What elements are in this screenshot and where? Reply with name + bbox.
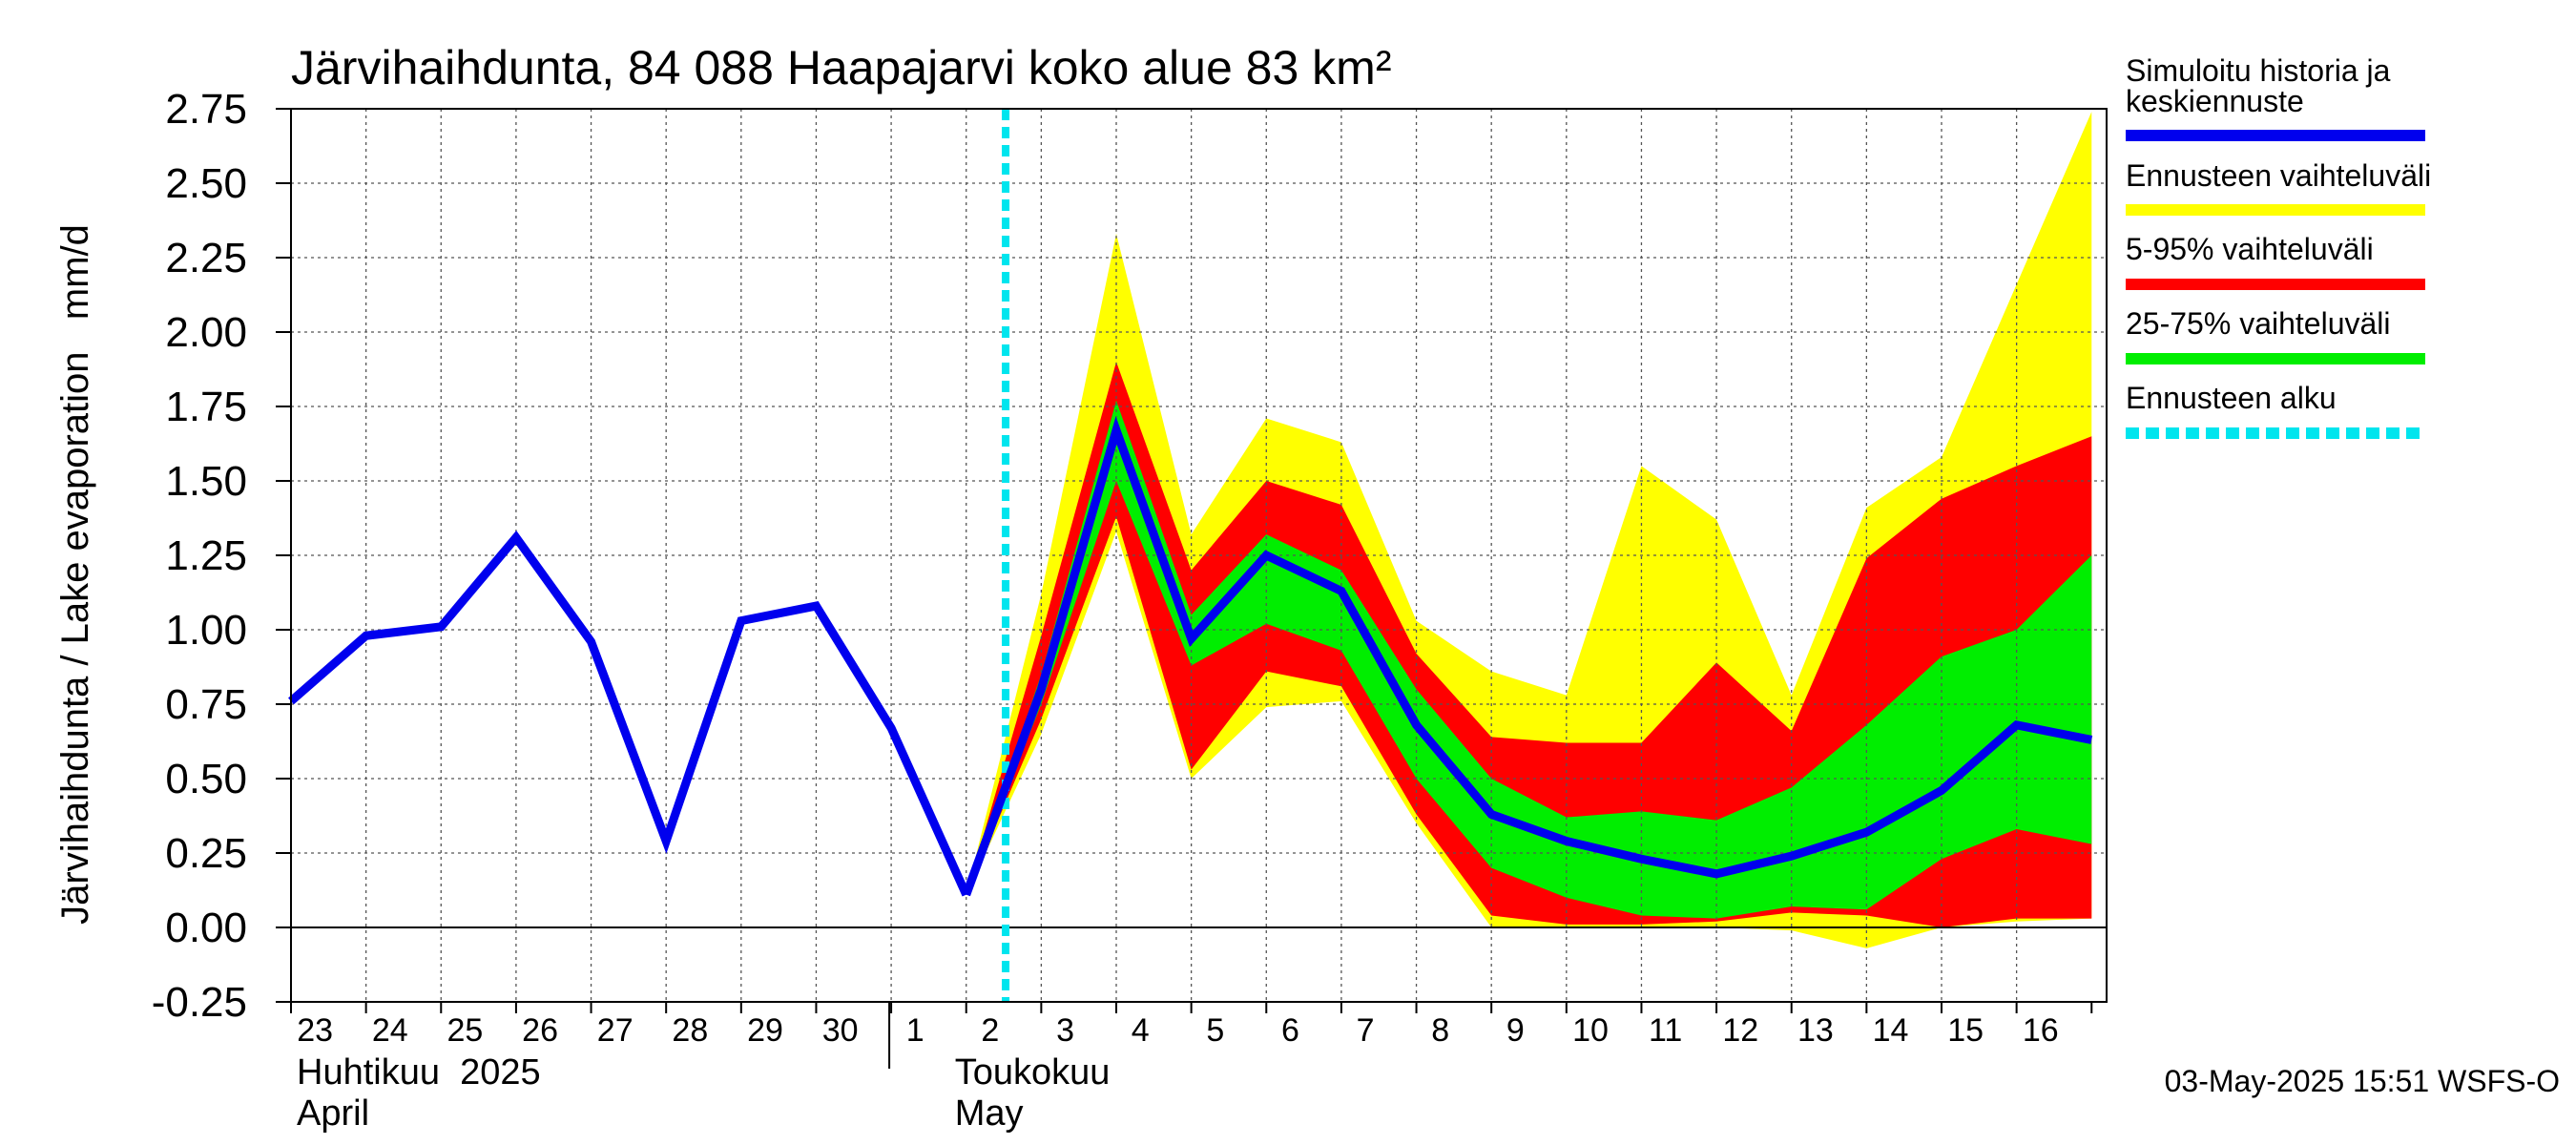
y-tick-label: 1.50: [165, 458, 247, 505]
band-25-75: [966, 400, 2092, 919]
y-tick-label: 2.75: [165, 86, 247, 133]
x-tick-label: 9: [1506, 1012, 1525, 1049]
month-label-en: May: [955, 1093, 1024, 1134]
x-tick-label: 24: [372, 1012, 408, 1049]
y-tick-label: 2.50: [165, 160, 247, 207]
y-tick-label: -0.25: [152, 979, 247, 1026]
x-tick-label: 16: [2023, 1012, 2059, 1049]
y-tick-label: 0.00: [165, 905, 247, 951]
history-line: [288, 530, 970, 897]
x-tick-label: 5: [1206, 1012, 1224, 1049]
legend-label: 25-75% vaihteluväli: [2126, 306, 2391, 341]
timestamp: 03-May-2025 15:51 WSFS-O: [2165, 1064, 2560, 1098]
x-tick-label: 8: [1431, 1012, 1449, 1049]
x-tick-label: 3: [1056, 1012, 1074, 1049]
x-tick-label: 13: [1797, 1012, 1834, 1049]
y-tick-label: 0.75: [165, 681, 247, 728]
legend-label: keskiennuste: [2126, 84, 2304, 118]
month-label-fi: Huhtikuu 2025: [297, 1052, 541, 1093]
x-tick-label: 30: [822, 1012, 859, 1049]
y-axis-label: Järvihaihdunta / Lake evaporation mm/d: [54, 224, 96, 925]
legend-label: Ennusteen vaihteluväli: [2126, 158, 2431, 193]
x-tick-label: 12: [1722, 1012, 1758, 1049]
y-tick-label: 2.25: [165, 235, 247, 281]
forecast-bands: [966, 112, 2092, 948]
x-tick-label: 10: [1572, 1012, 1609, 1049]
x-tick-label: 25: [447, 1012, 484, 1049]
x-tick-label: 4: [1132, 1012, 1150, 1049]
legend-label: Ennusteen alku: [2126, 381, 2337, 415]
x-tick-label: 2: [981, 1012, 999, 1049]
x-tick-label: 1: [906, 1012, 924, 1049]
y-tick-label: 1.25: [165, 532, 247, 579]
chart-title: Järvihaihdunta, 84 088 Haapajarvi koko a…: [291, 41, 1391, 94]
x-tick-label: 6: [1281, 1012, 1299, 1049]
grid-lines: [291, 108, 2107, 1003]
x-tick-label: 7: [1357, 1012, 1375, 1049]
x-tick-label: 11: [1649, 1012, 1682, 1049]
x-tick-label: 26: [522, 1012, 558, 1049]
x-tick-label: 27: [597, 1012, 634, 1049]
y-tick-label: 2.00: [165, 309, 247, 356]
month-label-fi: Toukokuu: [955, 1052, 1111, 1093]
x-tick-label: 23: [297, 1012, 333, 1049]
y-tick-label: 1.75: [165, 384, 247, 430]
legend-label: Simuloitu historia ja: [2126, 53, 2391, 88]
median-forecast-line: [962, 416, 2093, 897]
y-tick-label: 1.00: [165, 607, 247, 654]
series-lines: [288, 109, 2093, 1002]
x-tick-label: 15: [1947, 1012, 1984, 1049]
axes: -0.25 0.00 0.25 0.50 0.75 1.00 1.25 1.50 1.75 2.0…: [54, 86, 2108, 1134]
x-tick-label: 28: [672, 1012, 708, 1049]
x-tick-label: 29: [747, 1012, 783, 1049]
y-tick-label: 0.25: [165, 830, 247, 877]
legend-label: 5-95% vaihteluväli: [2126, 232, 2374, 266]
month-label-en: April: [297, 1093, 369, 1134]
x-tick-label: 14: [1873, 1012, 1909, 1049]
y-tick-label: 0.50: [165, 756, 247, 802]
